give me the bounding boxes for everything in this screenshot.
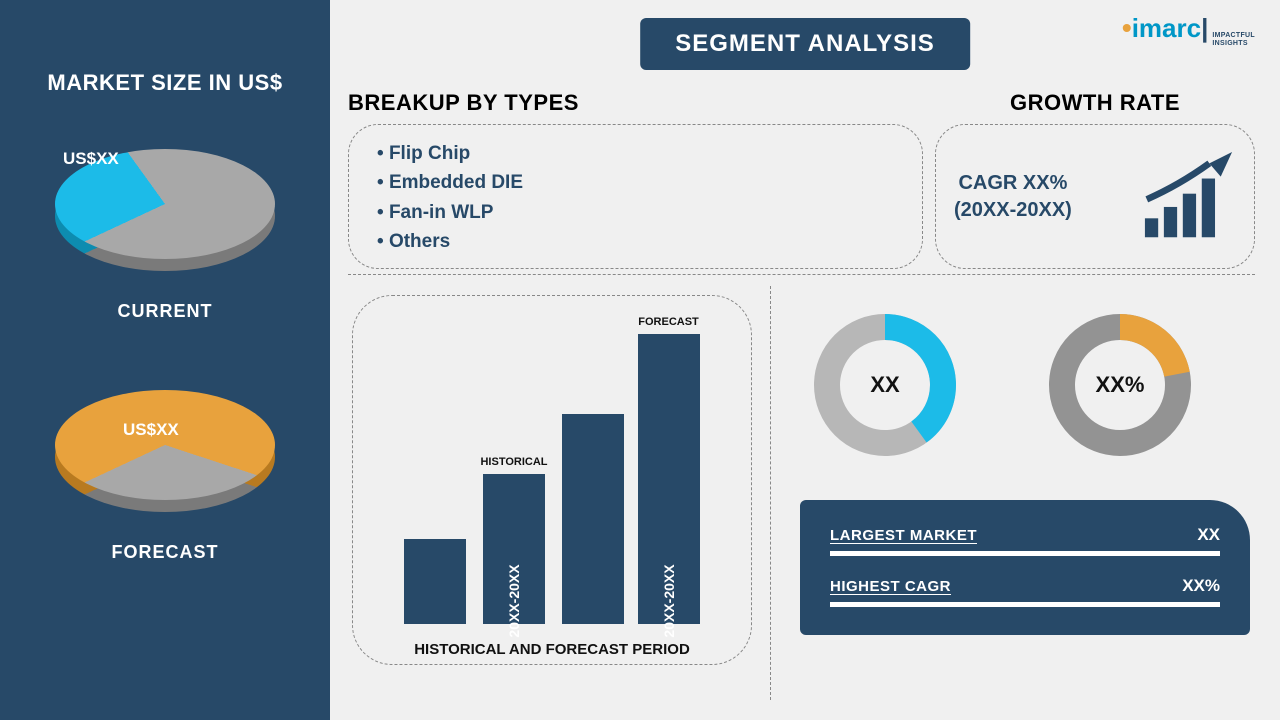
logo-dot-icon: • bbox=[1122, 12, 1132, 44]
info-progress-bar bbox=[830, 551, 1220, 556]
page-title: SEGMENT ANALYSIS bbox=[640, 18, 970, 70]
donut-chart: XX% bbox=[1045, 310, 1195, 460]
breakup-item: Embedded DIE bbox=[377, 168, 894, 197]
breakup-box: Flip ChipEmbedded DIEFan-in WLPOthers bbox=[348, 124, 923, 269]
bar: 20XX-20XX bbox=[638, 334, 700, 624]
donut-value: XX% bbox=[1096, 372, 1145, 398]
horizontal-divider bbox=[348, 274, 1255, 275]
breakup-title: BREAKUP BY TYPES bbox=[348, 90, 923, 116]
breakup-item: Others bbox=[377, 227, 894, 256]
left-panel: MARKET SIZE IN US$ US$XX CURRENT US$XX F… bbox=[0, 0, 330, 720]
donut-row: XX XX% bbox=[810, 310, 1195, 460]
logo-text: imarc bbox=[1132, 13, 1201, 44]
pie-current: US$XX bbox=[55, 131, 275, 271]
pie-current-tag: US$XX bbox=[63, 149, 119, 169]
breakup-item: Fan-in WLP bbox=[377, 198, 894, 227]
bar-column bbox=[562, 396, 624, 624]
info-progress-bar bbox=[830, 602, 1220, 607]
history-box: HISTORICAL 20XX-20XX FORECAST 20XX-20XX HIS… bbox=[352, 295, 752, 665]
info-label: HIGHEST CAGR bbox=[830, 578, 951, 595]
market-size-title: MARKET SIZE IN US$ bbox=[47, 70, 282, 96]
donut-chart: XX bbox=[810, 310, 960, 460]
donut-value: XX bbox=[870, 372, 899, 398]
pie-forecast-caption: FORECAST bbox=[112, 542, 219, 563]
history-caption: HISTORICAL AND FORECAST PERIOD bbox=[388, 641, 716, 658]
pie-forecast-tag: US$XX bbox=[123, 420, 179, 440]
growth-title: GROWTH RATE bbox=[935, 90, 1255, 116]
bar bbox=[562, 414, 624, 624]
pie-forecast-top bbox=[55, 390, 275, 500]
breakup-section: BREAKUP BY TYPES Flip ChipEmbedded DIEFa… bbox=[348, 90, 923, 269]
info-card: LARGEST MARKET XX HIGHEST CAGR XX% bbox=[800, 500, 1250, 635]
bar-inner-label: 20XX-20XX bbox=[506, 564, 522, 637]
bar-top-label: HISTORICAL bbox=[480, 456, 547, 470]
breakup-item: Flip Chip bbox=[377, 139, 894, 168]
pie-current-caption: CURRENT bbox=[118, 301, 213, 322]
history-section: HISTORICAL 20XX-20XX FORECAST 20XX-20XX HIS… bbox=[352, 295, 752, 665]
bar-inner-label: 20XX-20XX bbox=[661, 564, 677, 637]
info-value: XX% bbox=[1182, 576, 1220, 596]
growth-box: CAGR XX% (20XX-20XX) bbox=[935, 124, 1255, 269]
bar bbox=[404, 539, 466, 624]
bar: 20XX-20XX bbox=[483, 474, 545, 624]
growth-chart-icon bbox=[1141, 152, 1236, 242]
breakup-list: Flip ChipEmbedded DIEFan-in WLPOthers bbox=[377, 139, 894, 257]
info-label: LARGEST MARKET bbox=[830, 527, 977, 544]
logo: • imarc | IMPACTFUL INSIGHTS bbox=[1122, 12, 1255, 47]
info-row: HIGHEST CAGR XX% bbox=[830, 576, 1220, 607]
cagr-text: CAGR XX% (20XX-20XX) bbox=[954, 170, 1072, 224]
vertical-divider bbox=[770, 286, 771, 700]
bars-area: HISTORICAL 20XX-20XX FORECAST 20XX-20XX bbox=[388, 316, 716, 629]
info-row: LARGEST MARKET XX bbox=[830, 525, 1220, 556]
logo-tagline: IMPACTFUL INSIGHTS bbox=[1212, 32, 1255, 47]
bar-top-label: FORECAST bbox=[638, 316, 699, 330]
pie-forecast: US$XX bbox=[55, 372, 275, 512]
growth-section: GROWTH RATE CAGR XX% (20XX-20XX) bbox=[935, 90, 1255, 269]
bar-column: FORECAST 20XX-20XX bbox=[638, 316, 700, 624]
right-panel: SEGMENT ANALYSIS • imarc | IMPACTFUL INS… bbox=[330, 0, 1280, 720]
info-value: XX bbox=[1197, 525, 1220, 545]
bar-column bbox=[404, 521, 466, 624]
bar-column: HISTORICAL 20XX-20XX bbox=[480, 456, 547, 624]
